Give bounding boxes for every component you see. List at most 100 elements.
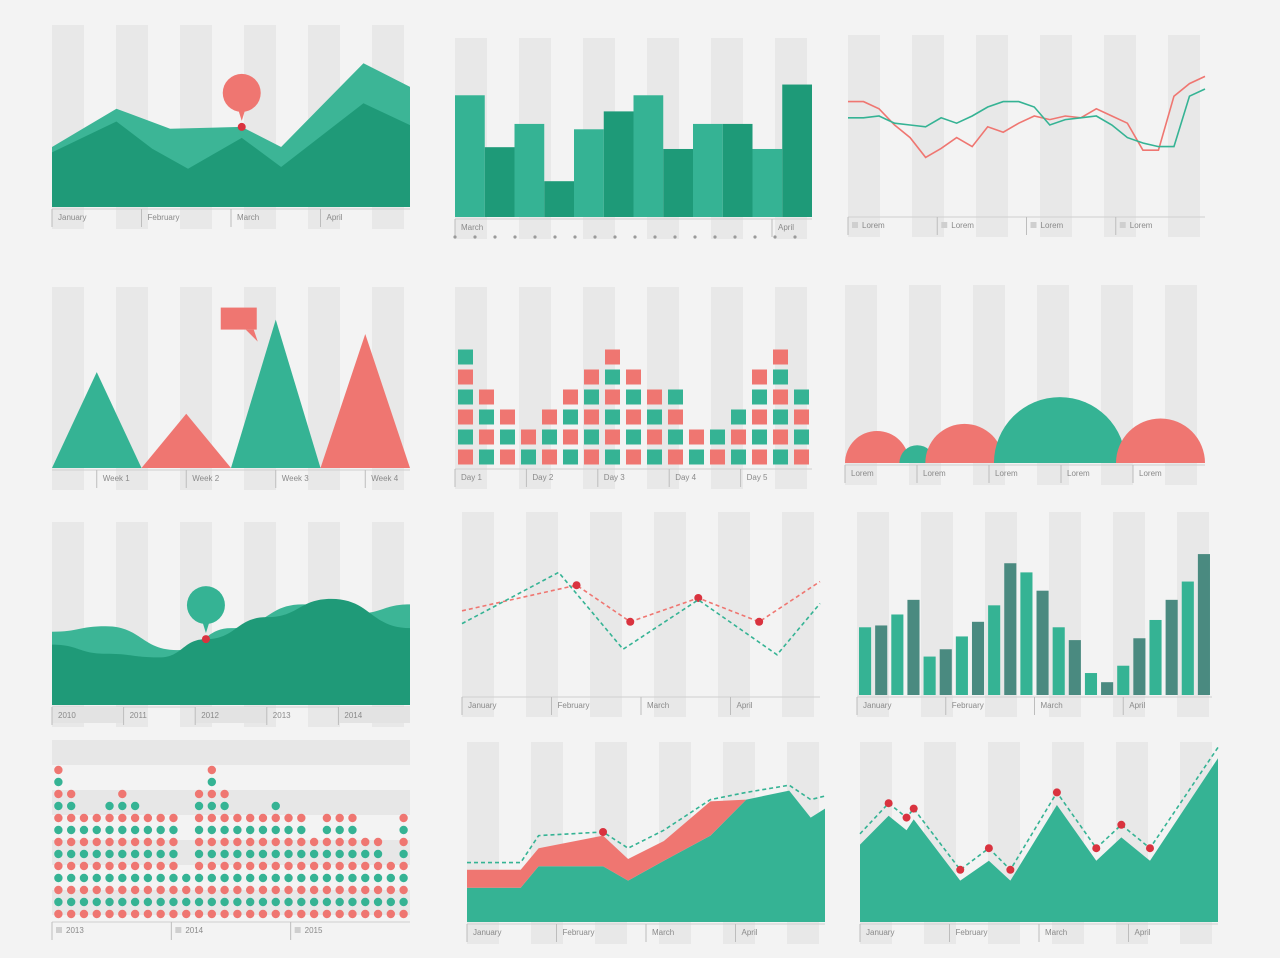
block-cell [626,429,641,445]
dot-cell [322,813,332,823]
dot-cell [399,909,408,919]
triangle [320,334,410,468]
bar [875,625,888,695]
block-cell [458,449,473,465]
timeline-dot [773,235,777,239]
x-label: Week 3 [282,474,310,483]
x-label: 2012 [201,711,219,720]
dot-cell [118,873,127,883]
bar [633,95,664,217]
dot-cell [233,885,242,895]
dot-cell [143,813,153,823]
dot-cell [322,849,332,859]
dot-cell [245,825,255,835]
dot-cell [322,909,332,919]
dot-cell [118,861,127,871]
timeline-dot [733,235,737,239]
dot-column [182,873,191,919]
dot-cell [233,837,242,847]
dot-cell [220,861,229,871]
x-label: 2014 [185,926,203,935]
block-cell [584,429,599,445]
dot-cell [335,885,344,895]
dot-cell [297,837,306,847]
dot-cell [373,861,383,871]
dot-cell [271,885,280,895]
dot-cell [309,885,319,895]
block-cell [773,349,788,365]
block-column [752,369,767,465]
dot-cell [220,849,229,859]
dot-cell [92,813,101,823]
x-label: April [778,223,794,232]
dot-cell [258,909,268,919]
bar [891,614,904,695]
dot-cell [361,909,370,919]
dot-cell [361,849,370,859]
dot-cell [54,789,63,799]
stripe [462,512,494,717]
x-label: Lorem [1041,221,1064,230]
dot-column [92,813,101,919]
x-label: April [737,701,753,710]
x-label: March [652,928,674,937]
point [956,865,965,874]
dot-column [118,789,127,919]
x-label: Lorem [851,469,874,478]
dot-cell [220,909,229,919]
block-cell [752,449,767,465]
dot-cell [79,909,89,919]
dot-cell [258,849,268,859]
point [599,828,608,836]
triangle [231,319,321,468]
callout-bubble [186,586,225,625]
dot-cell [399,849,408,859]
dot-cell [130,885,140,895]
dot-cell [169,813,178,823]
stripe [912,35,944,237]
bar [907,599,920,695]
block-cell [584,389,599,405]
block-cell [584,409,599,425]
dot-column [143,813,153,919]
bar [1004,563,1017,695]
dot-cell [92,825,101,835]
bar [782,84,812,217]
dot-cell [335,849,344,859]
dot-cell [361,873,370,883]
stripe [1168,35,1200,237]
stripe [1040,35,1072,237]
bar [923,656,936,695]
bar [1165,599,1178,695]
block-column [605,349,620,465]
bar [939,649,952,695]
dot-cell [297,873,306,883]
area [52,103,410,207]
timeline-dot [753,235,757,239]
x-label: Lorem [862,221,885,230]
line [848,88,1206,148]
dot-cell [348,909,357,919]
dot-cell [156,813,165,823]
dot-cell [348,837,357,847]
dot-cell [258,861,268,871]
block-cell [668,429,683,445]
bar [484,147,515,217]
dot-cell [130,909,140,919]
block-column [689,429,704,465]
x-label: 2013 [66,926,84,935]
dot-cell [182,897,191,907]
dot-cell [54,777,63,787]
dot-cell [399,861,408,871]
bar [1052,627,1065,695]
dot-cell [309,861,319,871]
dot-cell [361,885,370,895]
x-label: January [473,928,501,937]
dot-cell [143,837,153,847]
dot-cell [335,873,344,883]
dot-cell [194,861,204,871]
stripe [654,512,686,717]
line [859,746,1219,872]
timeline-dot [693,235,697,239]
block-cell [647,389,662,405]
